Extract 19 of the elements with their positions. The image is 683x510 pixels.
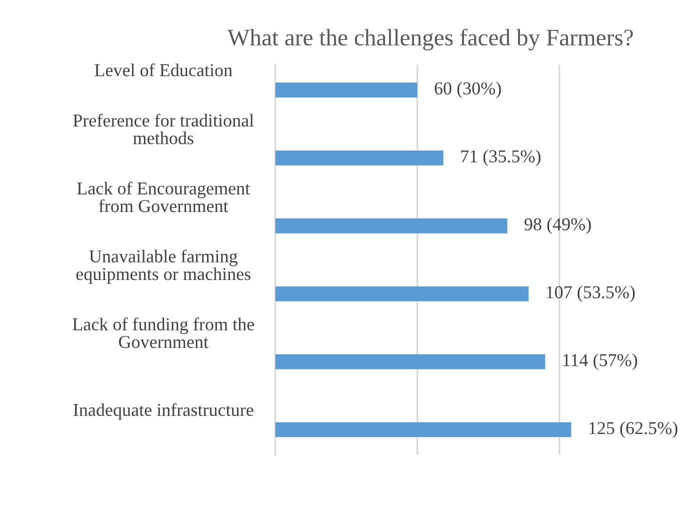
data-label: 125 (62.5%): [589, 422, 678, 438]
bar: [275, 286, 529, 302]
bar: [275, 82, 418, 98]
y-tick-label: Lack of funding from the Government: [72, 318, 254, 348]
y-tick-label: Lack of Encouragement from Government: [77, 182, 250, 212]
y-tick-label: Preference for traditional methods: [73, 114, 254, 144]
bar: [275, 422, 572, 438]
y-tick-label: Unavailable farming equipments or machines: [76, 250, 250, 284]
bar: [275, 218, 508, 234]
y-tick-label: Level of Education: [94, 63, 232, 76]
chart-title: What are the challenges faced by Farmers?: [227, 28, 633, 50]
bar: [275, 354, 546, 370]
bar: [275, 150, 444, 166]
data-label: 98 (49%): [524, 218, 591, 234]
y-tick-label: Inadequate infrastructure: [74, 403, 254, 420]
data-label: 71 (35.5%): [461, 150, 540, 166]
data-label: 114 (57%): [563, 354, 638, 370]
data-label: 60 (30%): [434, 82, 501, 98]
data-label: 107 (53.5%): [546, 286, 635, 302]
